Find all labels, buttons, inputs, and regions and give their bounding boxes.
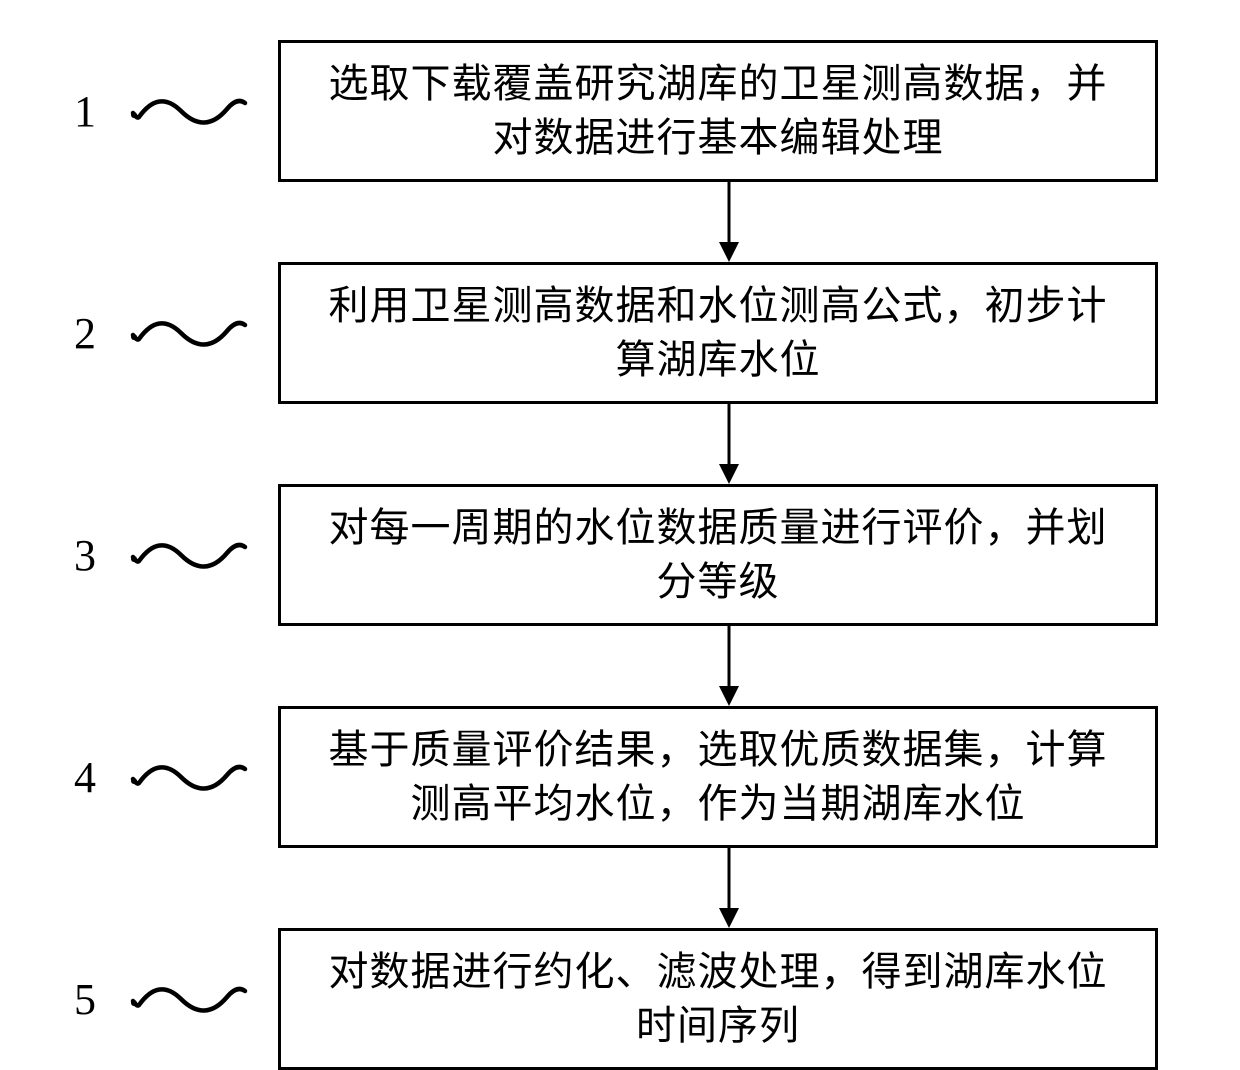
flowchart-arrow — [60, 404, 1180, 484]
flowchart-box: 对数据进行约化、滤波处理，得到湖库水位时间序列 — [278, 928, 1158, 1070]
flowchart-step: 2 利用卫星测高数据和水位测高公式，初步计算湖库水位 — [60, 262, 1180, 404]
wave-icon — [118, 76, 258, 146]
step-number: 2 — [60, 308, 110, 359]
flowchart-step: 5 对数据进行约化、滤波处理，得到湖库水位时间序列 — [60, 928, 1180, 1070]
flowchart-arrow — [60, 626, 1180, 706]
flowchart-step: 3 对每一周期的水位数据质量进行评价，并划分等级 — [60, 484, 1180, 626]
wave-icon — [118, 298, 258, 368]
flowchart-container: 1 选取下载覆盖研究湖库的卫星测高数据，并对数据进行基本编辑处理 2 利用卫星测… — [60, 40, 1180, 1070]
flowchart-step: 4 基于质量评价结果，选取优质数据集，计算测高平均水位，作为当期湖库水位 — [60, 706, 1180, 848]
flowchart-step: 1 选取下载覆盖研究湖库的卫星测高数据，并对数据进行基本编辑处理 — [60, 40, 1180, 182]
flowchart-box: 选取下载覆盖研究湖库的卫星测高数据，并对数据进行基本编辑处理 — [278, 40, 1158, 182]
wave-icon — [118, 742, 258, 812]
flowchart-arrow — [60, 182, 1180, 262]
step-text: 选取下载覆盖研究湖库的卫星测高数据，并对数据进行基本编辑处理 — [309, 57, 1127, 165]
wave-icon — [118, 964, 258, 1034]
step-number: 5 — [60, 974, 110, 1025]
wave-icon — [118, 520, 258, 590]
flowchart-arrow — [60, 848, 1180, 928]
step-text: 对数据进行约化、滤波处理，得到湖库水位时间序列 — [309, 945, 1127, 1053]
step-text: 对每一周期的水位数据质量进行评价，并划分等级 — [309, 501, 1127, 609]
step-text: 基于质量评价结果，选取优质数据集，计算测高平均水位，作为当期湖库水位 — [309, 723, 1127, 831]
step-number: 1 — [60, 86, 110, 137]
step-number: 4 — [60, 752, 110, 803]
flowchart-box: 利用卫星测高数据和水位测高公式，初步计算湖库水位 — [278, 262, 1158, 404]
step-number: 3 — [60, 530, 110, 581]
flowchart-box: 对每一周期的水位数据质量进行评价，并划分等级 — [278, 484, 1158, 626]
step-text: 利用卫星测高数据和水位测高公式，初步计算湖库水位 — [309, 279, 1127, 387]
flowchart-box: 基于质量评价结果，选取优质数据集，计算测高平均水位，作为当期湖库水位 — [278, 706, 1158, 848]
